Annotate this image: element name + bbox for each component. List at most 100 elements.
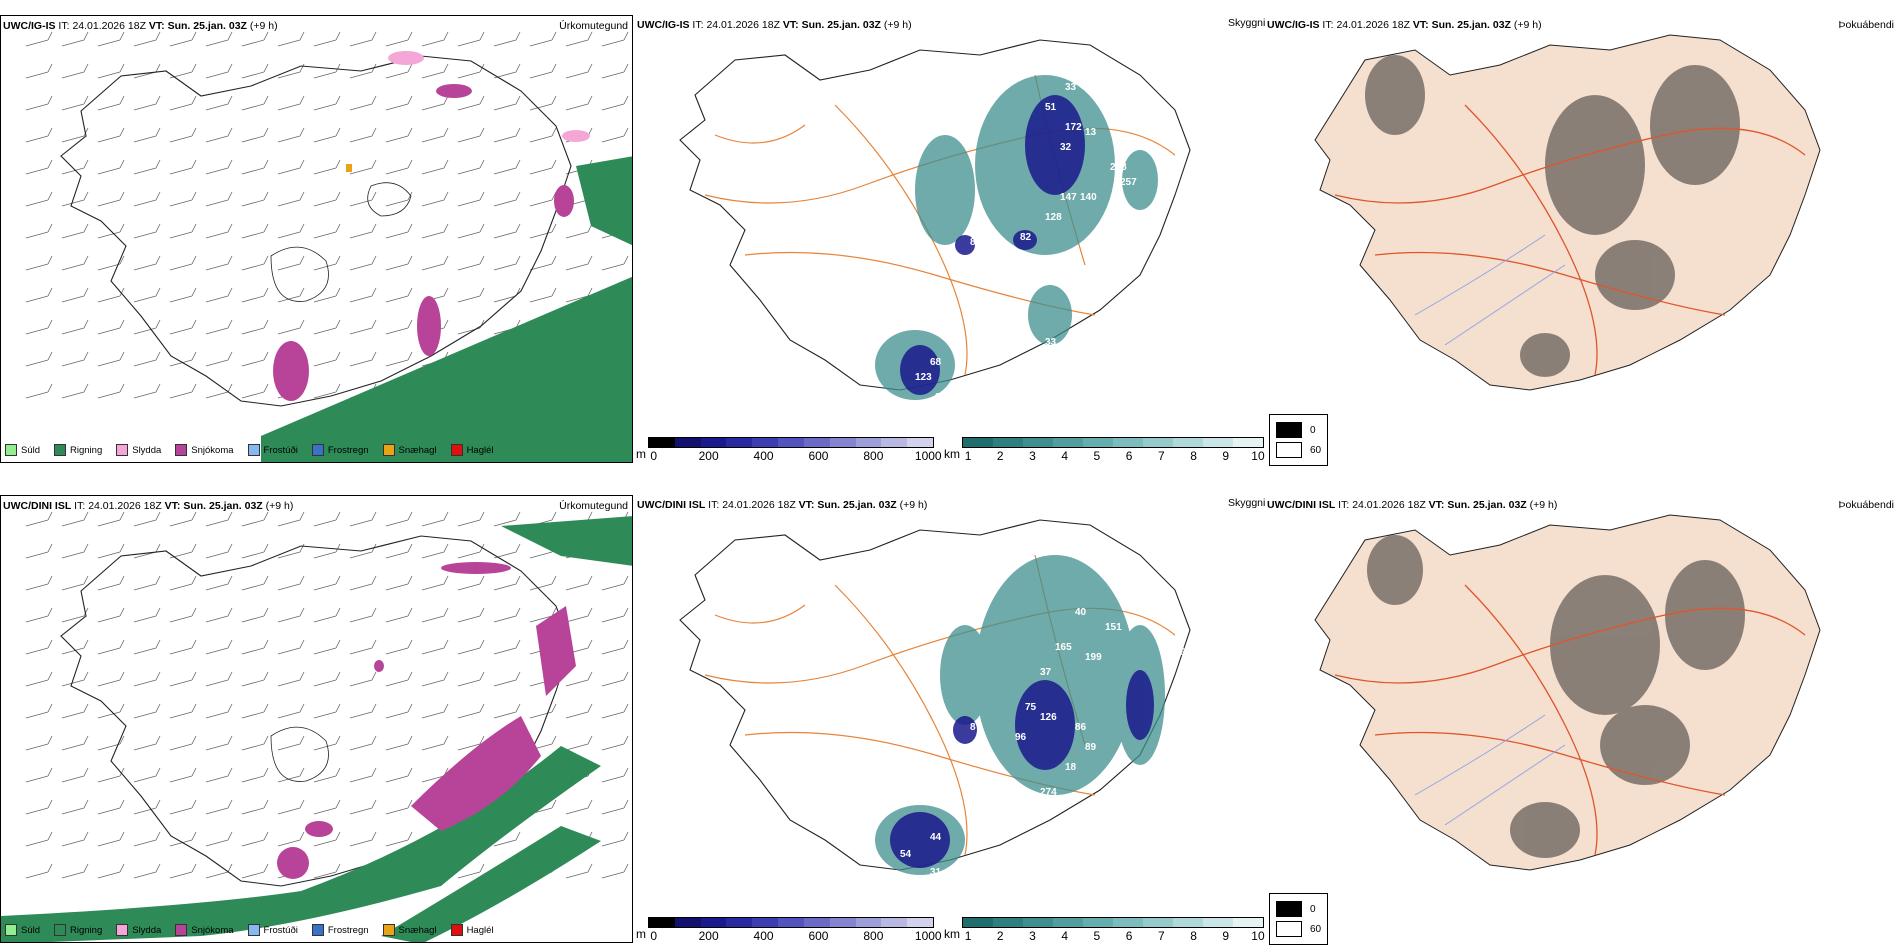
wind-barb bbox=[97, 703, 125, 719]
wind-barb bbox=[313, 223, 341, 239]
colorbar-segment bbox=[1113, 438, 1143, 447]
wind-barb bbox=[169, 223, 197, 239]
wind-barb bbox=[97, 383, 125, 399]
wind-barb bbox=[385, 63, 413, 79]
colorbar-tick: 4 bbox=[1061, 929, 1069, 943]
wind-barb bbox=[529, 191, 557, 207]
fog-map bbox=[1314, 514, 1821, 871]
wind-barb bbox=[169, 31, 197, 47]
wind-barb bbox=[97, 63, 125, 79]
wind-barb bbox=[169, 255, 197, 271]
wind-barb bbox=[61, 287, 89, 303]
wind-barb bbox=[313, 191, 341, 207]
panel-title: Þokuábendi bbox=[1838, 499, 1894, 511]
panel-header: UWC/IG-IS IT: 24.01.2026 18Z VT: Sun. 25… bbox=[3, 20, 278, 32]
wind-barb bbox=[277, 607, 305, 623]
wind-barb bbox=[601, 863, 629, 879]
wind-barb bbox=[529, 31, 557, 47]
colorbar-segment bbox=[752, 438, 779, 447]
wind-barb bbox=[313, 703, 341, 719]
wind-barb bbox=[133, 863, 161, 879]
precip-map bbox=[25, 31, 632, 462]
wind-barb bbox=[97, 575, 125, 591]
wind-barb bbox=[205, 191, 233, 207]
wind-barb bbox=[529, 255, 557, 271]
wind-barb bbox=[349, 191, 377, 207]
wind-barb bbox=[169, 95, 197, 111]
wind-barb bbox=[205, 127, 233, 143]
colorbar-segment bbox=[1143, 918, 1173, 927]
wind-barb bbox=[313, 831, 341, 847]
colorbar-tick: 600 bbox=[808, 929, 829, 943]
visibility-value-label: 274 bbox=[1040, 787, 1057, 798]
wind-barb bbox=[97, 95, 125, 111]
colorbar-tick: 10 bbox=[1251, 449, 1265, 463]
wind-barb bbox=[349, 799, 377, 815]
fog-panel-bottom: UWC/DINI ISL IT: 24.01.2026 18Z VT: Sun.… bbox=[1265, 495, 1900, 943]
colorbar-segment bbox=[855, 438, 882, 447]
wind-barb bbox=[277, 511, 305, 527]
visibility-panel-bottom: UWC/DINI ISL IT: 24.01.2026 18Z VT: Sun.… bbox=[635, 495, 1265, 943]
wind-barb bbox=[133, 607, 161, 623]
colorbar-segment bbox=[726, 438, 753, 447]
colorbar-segment bbox=[907, 918, 933, 927]
wind-barb bbox=[169, 383, 197, 399]
wind-barb bbox=[601, 735, 629, 751]
legend-item-freezing-drizzle: Frostúði bbox=[247, 924, 298, 936]
wind-barb bbox=[241, 543, 269, 559]
wind-barb bbox=[313, 671, 341, 687]
wind-barb bbox=[313, 863, 341, 879]
wind-barb bbox=[421, 703, 449, 719]
visibility-value-label: 33 bbox=[1045, 337, 1057, 348]
colorbar-tick: 6 bbox=[1125, 449, 1133, 463]
visibility-value-label: 257 bbox=[1120, 177, 1137, 188]
colorbar-segment bbox=[907, 438, 933, 447]
wind-barb bbox=[313, 575, 341, 591]
wind-barb bbox=[385, 543, 413, 559]
wind-barb bbox=[277, 191, 305, 207]
wind-barb bbox=[241, 287, 269, 303]
colorbar-tick: 200 bbox=[698, 449, 719, 463]
wind-barb bbox=[25, 735, 53, 751]
wind-barb bbox=[133, 63, 161, 79]
wind-barb bbox=[277, 639, 305, 655]
wind-barb bbox=[169, 799, 197, 815]
wind-barb bbox=[529, 127, 557, 143]
colorbar-tick: 5 bbox=[1093, 449, 1101, 463]
wind-barb bbox=[133, 127, 161, 143]
wind-barb bbox=[529, 607, 557, 623]
wind-barb bbox=[169, 63, 197, 79]
wind-barb bbox=[61, 543, 89, 559]
fog-dark-areas bbox=[1367, 535, 1745, 858]
wind-barb bbox=[565, 799, 593, 815]
wind-barb bbox=[25, 319, 53, 335]
wind-barb bbox=[385, 191, 413, 207]
wind-barb bbox=[241, 127, 269, 143]
wind-barb bbox=[97, 127, 125, 143]
wind-barb bbox=[565, 863, 593, 879]
wind-barb bbox=[457, 863, 485, 879]
colorbar-segment bbox=[881, 438, 908, 447]
visibility-value-label: 15 bbox=[1040, 827, 1052, 838]
wind-barb bbox=[205, 95, 233, 111]
wind-barb bbox=[241, 671, 269, 687]
colorbar-tick: 800 bbox=[863, 929, 884, 943]
visibility-value-label: 40 bbox=[1075, 607, 1087, 618]
precip-legend: Súld Rigning Slydda Snjókoma Frostúði Fr… bbox=[5, 444, 494, 456]
wind-barb bbox=[205, 607, 233, 623]
wind-barb bbox=[61, 831, 89, 847]
colorbar-segment bbox=[700, 438, 727, 447]
wind-barb bbox=[349, 831, 377, 847]
colorbar-tick: 10 bbox=[1251, 929, 1265, 943]
wind-barb bbox=[133, 543, 161, 559]
wind-barb bbox=[97, 191, 125, 207]
wind-barb bbox=[241, 319, 269, 335]
wind-barb bbox=[61, 639, 89, 655]
wind-barb bbox=[277, 831, 305, 847]
wind-barb bbox=[25, 383, 53, 399]
wind-barb bbox=[349, 607, 377, 623]
visibility-value-label: 123 bbox=[915, 372, 932, 383]
wind-barb bbox=[457, 127, 485, 143]
visibility-value-label: 89 bbox=[1085, 742, 1097, 753]
wind-barb bbox=[97, 159, 125, 175]
